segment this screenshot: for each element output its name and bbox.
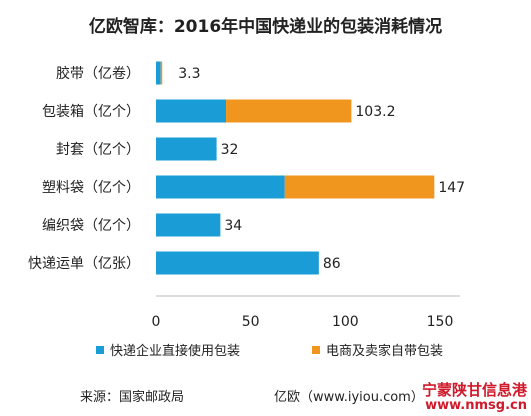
watermark-url: www.nmsg.cn (425, 398, 527, 413)
legend-item-ecommerce: 电商及卖家自带包装 (312, 340, 443, 359)
legend-swatch-direct (96, 345, 104, 354)
category-label: 胶带（亿卷） (56, 65, 140, 82)
legend-label-ecommerce: 电商及卖家自带包装 (326, 344, 444, 359)
source-note: 来源：国家邮政局 (80, 390, 185, 405)
bar-segment-direct (156, 175, 285, 199)
category-label: 快递运单（亿张） (28, 256, 140, 272)
data-label: 34 (224, 218, 242, 234)
data-label: 147 (438, 180, 465, 196)
x-tick-label: 100 (332, 314, 359, 330)
data-label: 103.2 (355, 104, 395, 120)
category-label: 包装箱（亿个） (42, 104, 140, 120)
bar-segment-direct (156, 213, 221, 237)
watermark: 宁蒙陕甘信息港 www.nmsg.cn (422, 382, 527, 414)
category-label: 封套（亿个） (56, 142, 140, 158)
x-tick-label: 50 (242, 314, 260, 330)
data-label: 3.3 (178, 66, 200, 82)
bar-segment-direct (156, 61, 161, 85)
data-label: 86 (323, 256, 341, 272)
category-label: 编织袋（亿个） (42, 218, 140, 234)
x-tick-label: 150 (427, 314, 454, 330)
data-label: 32 (221, 142, 239, 158)
bar-segment-direct (156, 99, 227, 123)
x-tick-label: 0 (152, 314, 161, 330)
chart-title: 亿欧智库：2016年中国快递业的包装消耗情况 (88, 17, 443, 37)
bar-segment-ecommerce (160, 61, 163, 85)
bar-segment-direct (156, 137, 217, 161)
category-label: 塑料袋（亿个） (42, 180, 140, 196)
legend-label-direct: 快递企业直接使用包装 (110, 344, 241, 359)
watermark-name: 宁蒙陕甘信息港 (421, 381, 527, 399)
bar-segment-ecommerce (226, 99, 352, 123)
legend-swatch-ecommerce (312, 345, 320, 354)
legend-item-direct: 快递企业直接使用包装 (96, 340, 240, 359)
bar-segment-direct (156, 251, 319, 275)
credit-note: 亿欧（www.iyiou.com） (274, 390, 424, 405)
bar-segment-ecommerce (284, 175, 435, 199)
